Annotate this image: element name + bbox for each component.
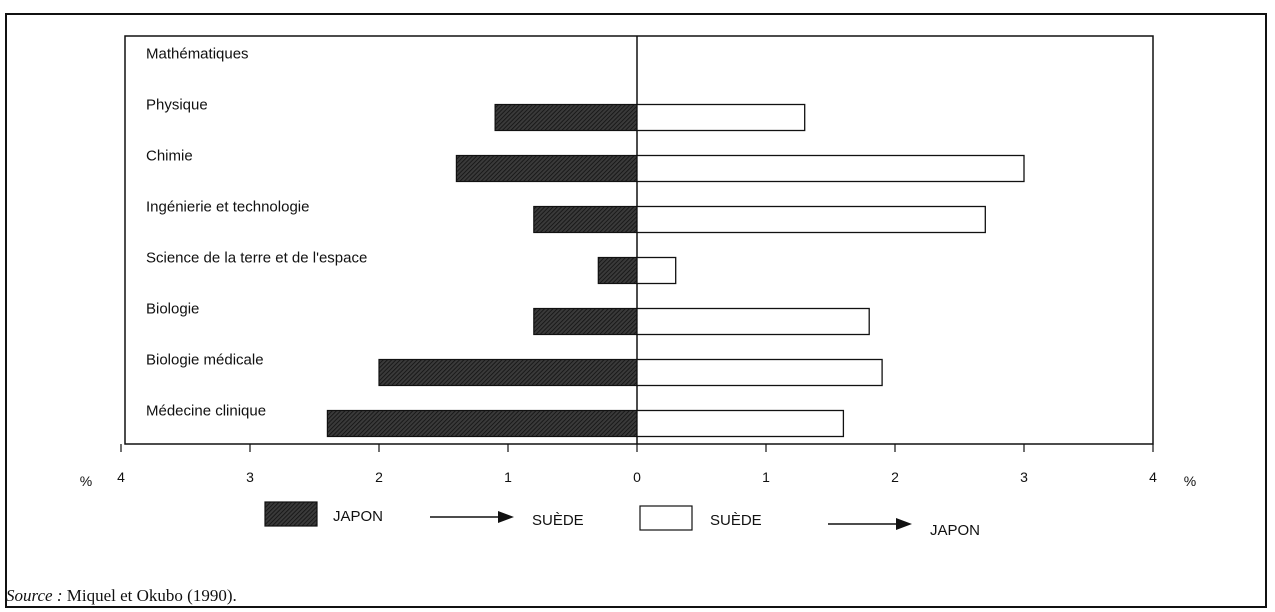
category-label: Médecine clinique: [146, 403, 266, 420]
x-tick-label: 0: [633, 469, 641, 485]
category-label: Ingénierie et technologie: [146, 199, 309, 216]
x-ticks-group: 4 3 2 1 0 1 2 3 4: [117, 444, 1157, 485]
bar-suede-japon: [636, 256, 677, 285]
category-label: Chimie: [146, 148, 193, 165]
x-tick-label: 2: [891, 469, 899, 485]
legend-suede-from: SUÈDE: [710, 512, 762, 529]
category-label: Physique: [146, 97, 208, 114]
unit-right: %: [1184, 473, 1196, 489]
legend-japon-from: JAPON: [333, 508, 383, 525]
figure-frame: [5, 13, 1267, 608]
category-label: Science de la terre et de l'espace: [146, 250, 367, 267]
category-labels-group: Mathématiques Physique Chimie Ingénierie et…: [146, 46, 367, 420]
x-tick-label: 3: [1020, 469, 1028, 485]
source-label: Source :: [6, 586, 63, 605]
category-label: Mathématiques: [146, 46, 249, 63]
bar-suede-japon: [636, 307, 870, 336]
x-tick-label: 1: [762, 469, 770, 485]
bars-group: [326, 103, 1025, 438]
bar-suede-japon: [636, 205, 986, 234]
legend-japon-to: SUÈDE: [532, 512, 584, 529]
legend-suede-to: JAPON: [930, 522, 980, 539]
x-tick-label: 4: [117, 469, 125, 485]
x-tick-label: 4: [1149, 469, 1157, 485]
bar-japon-suede: [533, 307, 638, 336]
bar-suede-japon: [636, 154, 1025, 183]
legend-arrow-1-icon: [498, 511, 514, 523]
bar-japon-suede: [597, 256, 638, 285]
legend-swatch-suede: [639, 505, 693, 531]
legend-swatch-japon: [264, 501, 318, 527]
legend-arrow-2-icon: [896, 518, 912, 530]
category-label: Biologie médicale: [146, 352, 264, 369]
bar-japon-suede: [494, 103, 638, 132]
legend: JAPON SUÈDE SUÈDE JAPON: [264, 501, 980, 539]
bar-suede-japon: [636, 409, 845, 438]
bar-japon-suede: [455, 154, 638, 183]
source-note: Source : Miquel et Okubo (1990).: [6, 586, 237, 606]
category-label: Biologie: [146, 301, 199, 318]
x-tick-label: 1: [504, 469, 512, 485]
unit-left: %: [80, 473, 92, 489]
bar-japon-suede: [378, 358, 638, 387]
x-tick-label: 3: [246, 469, 254, 485]
bar-suede-japon: [636, 358, 883, 387]
plot-frame: [124, 35, 1154, 445]
source-text: Miquel et Okubo (1990).: [62, 586, 237, 605]
bar-japon-suede: [326, 409, 638, 438]
bar-japon-suede: [533, 205, 638, 234]
bar-suede-japon: [636, 103, 806, 132]
x-tick-label: 2: [375, 469, 383, 485]
